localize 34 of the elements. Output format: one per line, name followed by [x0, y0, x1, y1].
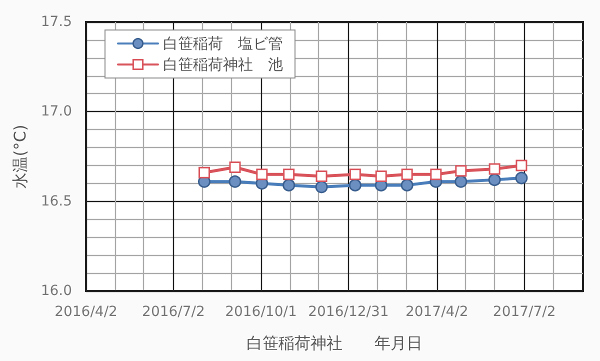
x-tick-label: 2017/4/2: [405, 304, 468, 320]
point: [315, 180, 328, 194]
x-tick-label: 2016/7/2: [142, 304, 205, 320]
point: [375, 170, 387, 182]
point: [401, 168, 413, 180]
point: [256, 168, 268, 180]
y-tick-label: 17.5: [40, 14, 72, 30]
point: [430, 168, 442, 180]
point: [516, 160, 528, 172]
point: [348, 178, 362, 192]
point: [349, 168, 361, 180]
point: [400, 178, 414, 192]
x-tick-label: 2016/12/31: [308, 304, 389, 320]
y-tick-label: 16.0: [40, 283, 72, 299]
point: [282, 178, 296, 192]
point: [229, 162, 241, 174]
legend-label: 白笹稲荷 塩ビ管: [163, 34, 283, 52]
point: [316, 170, 328, 182]
point: [228, 175, 242, 188]
point: [454, 175, 468, 188]
point: [488, 163, 500, 175]
y-tick-label: 16.5: [40, 193, 72, 210]
x-tick-label: 2016/4/2: [54, 304, 118, 320]
point: [515, 172, 528, 184]
y-tick-label: 17.0: [40, 104, 72, 120]
point: [198, 166, 210, 178]
x-axis-title: 白笹稲荷神社 年月日: [246, 334, 422, 352]
x-tick-label: 2016/10/1: [225, 304, 297, 320]
point: [283, 168, 295, 180]
point: [455, 165, 467, 177]
x-tick-label: 2017/7/2: [492, 304, 556, 320]
point: [488, 174, 501, 186]
y-axis-title: 水温(°C): [10, 124, 30, 188]
legend-label: 白笹稲荷神社 池: [163, 56, 283, 74]
